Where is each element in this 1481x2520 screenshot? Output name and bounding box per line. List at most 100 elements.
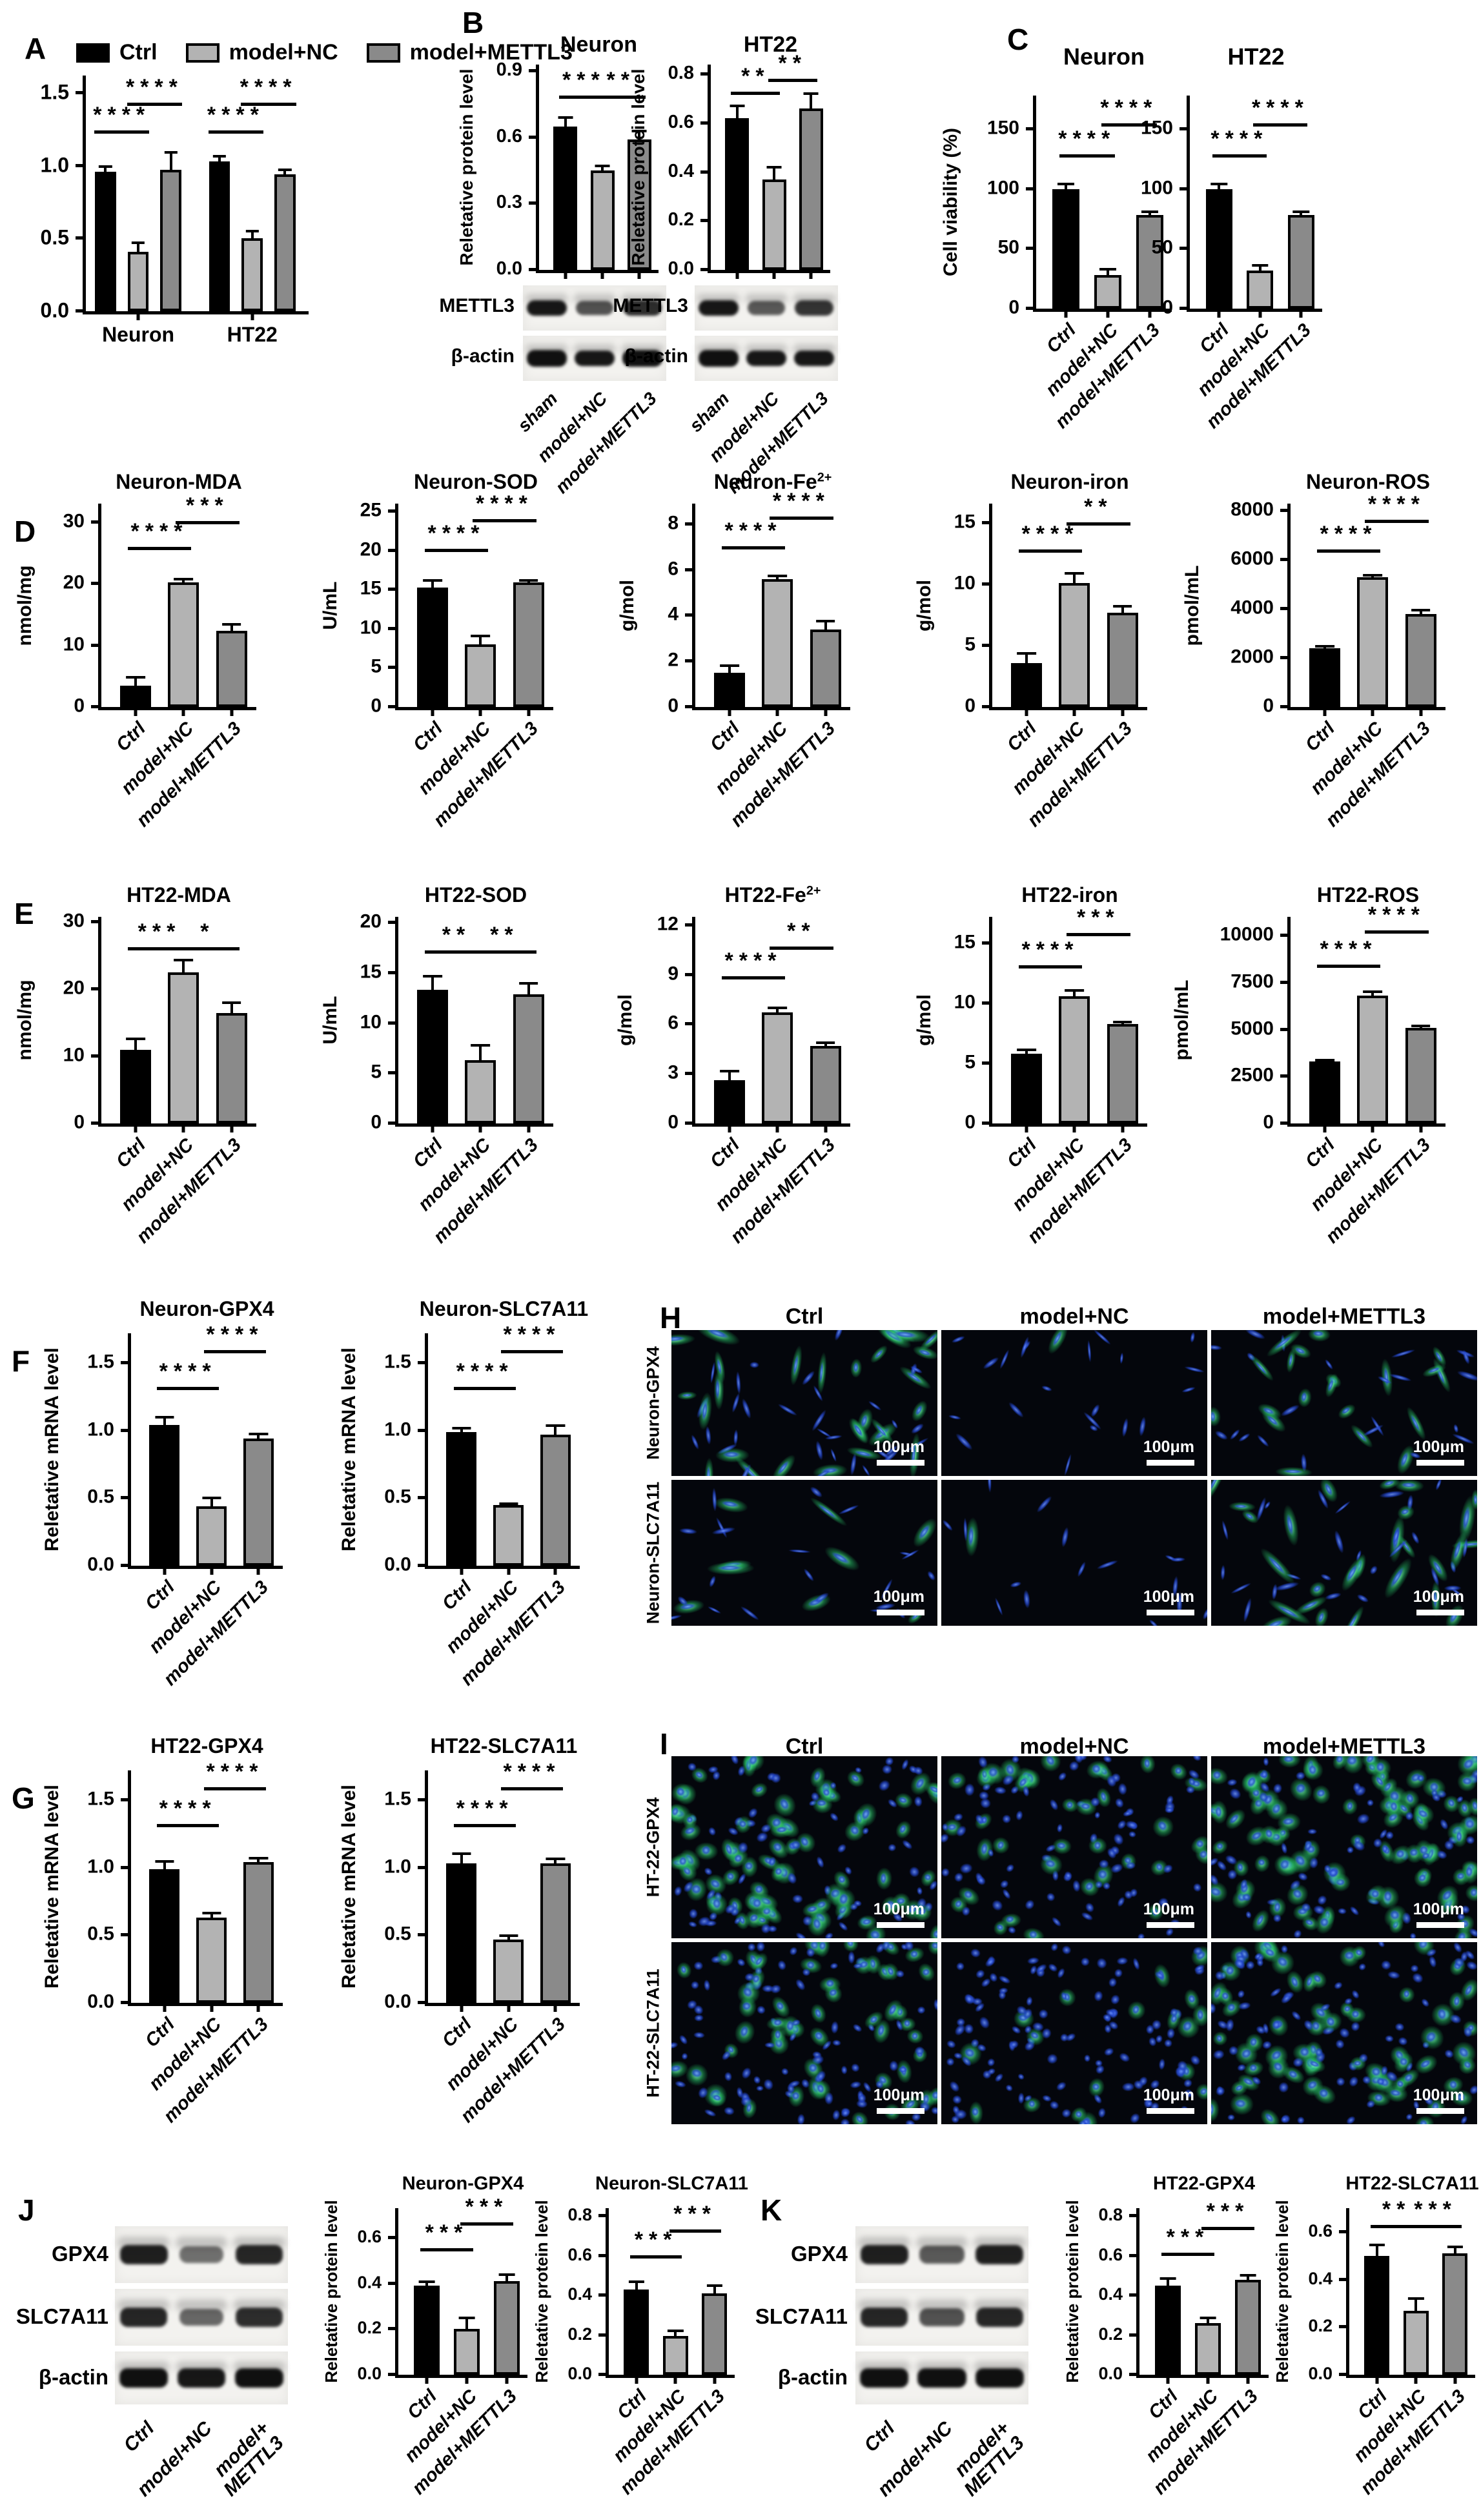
error-bar-cap — [1016, 1048, 1036, 1051]
error-bar-cap — [249, 1432, 268, 1435]
y-tick — [91, 1122, 101, 1125]
blot-band — [119, 2368, 169, 2388]
sig-line — [424, 549, 489, 553]
micro-cell-nucleus — [1236, 1989, 1247, 2000]
sig-label: **** — [206, 1759, 264, 1785]
x-tick — [256, 1566, 260, 1575]
y-tick — [418, 1865, 428, 1869]
y-tick-label: 0 — [965, 1111, 975, 1133]
sig-line — [241, 103, 296, 107]
y-tick — [388, 2373, 398, 2376]
y-tick-label: 20 — [63, 571, 85, 593]
y-tick-label: 5 — [371, 655, 382, 677]
error-bar-cap — [1112, 1020, 1132, 1023]
blot-band — [975, 2307, 1024, 2328]
blot-band — [179, 2308, 224, 2326]
chart-title: Neuron — [560, 34, 637, 56]
bar — [493, 1504, 524, 1566]
error-bar-cap — [1411, 608, 1431, 611]
y-tick-label: 0.0 — [668, 258, 694, 280]
y-tick — [1026, 187, 1036, 190]
y-tick — [700, 121, 711, 125]
blot-band — [860, 2368, 909, 2388]
error-bar-cap — [1363, 574, 1383, 577]
error-bar-stem — [728, 1071, 731, 1081]
micro-cell-nucleus — [950, 2115, 960, 2124]
y-tick-label: 0.4 — [567, 2284, 592, 2304]
y-tick-label: 30 — [63, 910, 85, 932]
error-bar-cap — [815, 1041, 835, 1044]
micro-cell-nucleus — [1365, 1798, 1376, 1808]
y-tick — [982, 582, 992, 586]
error-bar-cap — [1314, 1058, 1334, 1061]
error-bar-stem — [1371, 991, 1374, 996]
micro-cell-nucleus — [1456, 1830, 1463, 1842]
error-bar-cap — [518, 981, 538, 985]
y-tick — [121, 1428, 131, 1432]
y-tick — [1280, 1074, 1291, 1078]
micro-cell-nucleus — [1116, 1896, 1127, 1909]
sig-label: **** — [206, 1322, 264, 1347]
bar — [414, 2286, 440, 2375]
bar — [446, 1431, 477, 1566]
micro-cell-nucleus — [1063, 1453, 1073, 1476]
chart-title-text: Neuron-GPX4 — [139, 1297, 274, 1320]
micro-cell-nucleus — [1045, 2052, 1059, 2066]
error-bar-cap — [174, 958, 194, 961]
micro-cell-nucleus — [1164, 1806, 1175, 1814]
micro-cell-nucleus — [829, 1448, 838, 1462]
sig-line — [420, 2248, 473, 2252]
blot-band — [919, 2246, 965, 2264]
x-tick — [1414, 2375, 1418, 2384]
micro-cell-nucleus — [1324, 1592, 1342, 1602]
error-bar-stem — [506, 2274, 508, 2282]
scale-bar-label: 100μm — [873, 1900, 924, 1918]
y-tick-label: 0.2 — [1098, 2324, 1123, 2344]
micro-cell-nucleus — [1087, 1339, 1092, 1362]
micro-cell-nucleus — [941, 1518, 954, 1532]
y-tick — [91, 520, 101, 524]
y-tick — [685, 659, 695, 663]
y-tick-label: 2000 — [1231, 646, 1274, 668]
sig-label: *** — [1414, 2197, 1457, 2222]
blot-band — [177, 2368, 226, 2388]
bar — [127, 251, 149, 311]
micro-cell-nucleus — [1238, 1431, 1252, 1444]
micro-cell-nucleus — [1039, 2008, 1049, 2019]
micro-cell-nucleus — [1214, 2085, 1227, 2098]
bar — [196, 1506, 227, 1566]
error-bar-stem — [137, 243, 140, 252]
scale-bar-label: 100μm — [1413, 1588, 1464, 1606]
panel-label-A: A — [25, 32, 46, 65]
micro-cell-nucleus — [1076, 1561, 1088, 1579]
micro-cell-nucleus — [1409, 1932, 1418, 1938]
y-tick-label: 20 — [360, 910, 382, 932]
micro-cell-nucleus — [797, 2113, 806, 2124]
micro-cell-nucleus — [1347, 2074, 1360, 2089]
error-bar-cap — [471, 634, 491, 637]
micro-cell-nucleus — [1220, 1564, 1226, 1581]
sig-line — [453, 1386, 516, 1390]
chart-title-text: HT22-MDA — [127, 883, 231, 907]
bar — [94, 171, 116, 311]
y-tick — [685, 1122, 695, 1125]
micro-cell-nucleus — [707, 1605, 722, 1615]
sig-label: **** — [1021, 521, 1079, 546]
y-tick-label: 0.6 — [357, 2227, 382, 2247]
y-tick-label: 15 — [360, 577, 382, 599]
sig-line — [473, 519, 536, 523]
scale-bar — [1416, 1460, 1464, 1466]
y-tick-label: 0.3 — [496, 192, 522, 213]
micro-cell-nucleus — [925, 1570, 937, 1583]
y-tick — [1129, 2373, 1139, 2376]
micro-cell-nucleus — [1095, 1956, 1109, 1971]
y-tick-label: 0 — [74, 1111, 85, 1133]
y-tick — [418, 1564, 428, 1567]
scale-bar-label: 100μm — [873, 1588, 924, 1606]
y-tick-label: 0.6 — [567, 2244, 592, 2264]
blot-label: METTL3 — [439, 295, 515, 316]
lane-label-text: model+ METTL3 — [210, 2417, 288, 2501]
sig-label: ** — [1084, 495, 1113, 520]
chart-title-text: Neuron-GPX4 — [402, 2173, 524, 2194]
y-tick — [388, 2327, 398, 2331]
